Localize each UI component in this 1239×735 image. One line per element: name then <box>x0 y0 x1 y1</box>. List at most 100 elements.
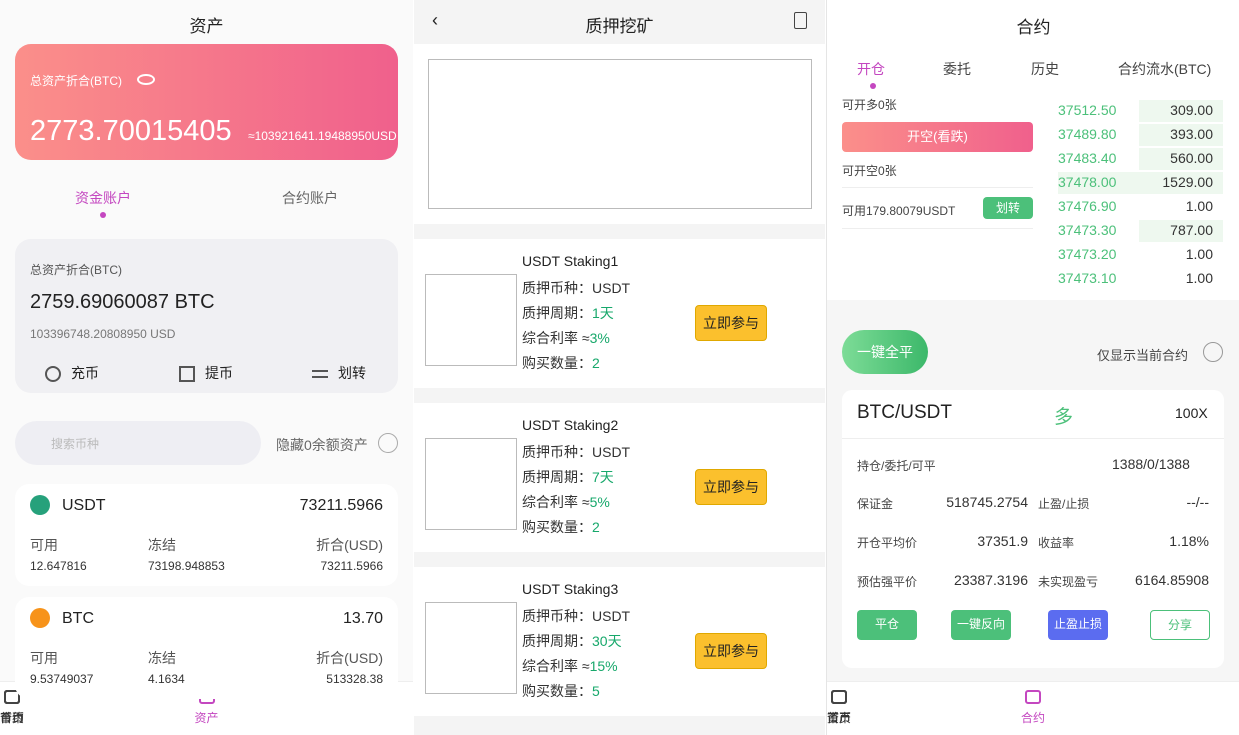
coin-icon <box>30 495 50 515</box>
coin-col-label: 折合(USD) <box>316 650 383 666</box>
depth-bar <box>1058 172 1223 194</box>
field-label: 综合利率 ≈ <box>522 330 590 346</box>
coin-name: BTC <box>62 610 94 627</box>
contract-panel: 合约 可开多0张 开空(看跌) 可开空0张 可用179.80079USDT 划转… <box>826 0 1239 735</box>
book-price: 37473.20 <box>1058 246 1117 262</box>
field-label: 购买数量： <box>522 683 592 699</box>
field-value: USDT <box>592 608 631 624</box>
coin-col-label: 冻结 <box>148 650 176 666</box>
only-current-toggle[interactable] <box>1203 342 1223 362</box>
staking-image <box>425 602 517 694</box>
title: 合约 <box>1016 18 1051 37</box>
nav-item[interactable]: 合约 <box>0 682 24 726</box>
account-usd: 103396748.20808950 USD <box>30 327 176 341</box>
join-button[interactable]: 立即参与 <box>695 469 767 505</box>
action[interactable]: 提币 <box>179 363 233 383</box>
staking-field: 质押周期：7天 <box>522 467 614 487</box>
staking-panel: ‹ 质押挖矿 USDT Staking1 质押币种：USDT 质押周期：1天 综合利率… <box>414 0 825 735</box>
position-button[interactable]: 一键反向 <box>951 610 1011 640</box>
book-price: 37478.00 <box>1058 174 1117 190</box>
position-button[interactable]: 平仓 <box>857 610 917 640</box>
eye-icon[interactable] <box>137 74 155 85</box>
close-all-button[interactable]: 一键全平 <box>842 330 928 374</box>
pos-value: 518745.2754 <box>946 494 1028 510</box>
staking-field: 综合利率 ≈15% <box>522 656 618 676</box>
book-qty: 787.00 <box>1170 222 1213 238</box>
nav-label: 合约 <box>1020 711 1045 725</box>
assets-panel: 资产 总资产折合(BTC) 2773.70015405 ≈103921641.1… <box>0 0 413 735</box>
book-qty: 560.00 <box>1170 150 1213 166</box>
staking-field: 购买数量：2 <box>522 353 600 373</box>
staking-name: USDT Staking2 <box>522 417 619 433</box>
back-button[interactable]: ‹ <box>432 10 438 30</box>
contract-tab[interactable]: 合约流水(BTC) <box>1118 61 1212 77</box>
book-price: 37473.10 <box>1058 270 1117 286</box>
pos-label: 保证金 <box>857 497 894 511</box>
record-icon[interactable] <box>794 12 807 29</box>
hide-zero-toggle[interactable] <box>378 433 398 453</box>
field-label: 购买数量： <box>522 519 592 535</box>
book-qty: 1.00 <box>1185 246 1213 262</box>
staking-field: 购买数量：2 <box>522 517 600 537</box>
pos-label: 预估强平价 <box>857 575 918 589</box>
depth-bar <box>1139 100 1223 122</box>
action-label: 划转 <box>338 365 366 381</box>
tab[interactable]: 合约账户 <box>282 190 338 206</box>
position-button[interactable]: 分享 <box>1150 610 1210 640</box>
pos-value: 37351.9 <box>977 533 1028 549</box>
action[interactable]: 充币 <box>45 363 99 383</box>
account-label: 总资产折合(BTC) <box>30 263 122 277</box>
tab[interactable]: 资金账户 <box>75 190 131 206</box>
join-button[interactable]: 立即参与 <box>695 305 767 341</box>
field-value: 3% <box>589 330 610 346</box>
can-short: 可开空0张 <box>842 164 897 178</box>
field-value: 15% <box>589 658 618 674</box>
depth-bar <box>1139 124 1223 146</box>
nav-label: 币币 <box>0 711 25 725</box>
position-button[interactable]: 止盈止损 <box>1048 610 1108 640</box>
transfer-button[interactable]: 划转 <box>983 197 1033 219</box>
book-qty: 1529.00 <box>1162 174 1213 190</box>
short-button[interactable]: 开空(看跌) <box>842 122 1033 152</box>
staking-field: 购买数量：5 <box>522 681 600 701</box>
staking-field: 质押币种：USDT <box>522 606 630 626</box>
field-value: 2 <box>592 519 600 535</box>
pos-label: 未实现盈亏 <box>1038 575 1099 589</box>
nav-label: 首页 <box>827 711 852 725</box>
search-input[interactable]: 搜索币种 <box>15 421 261 465</box>
pos-value: --/-- <box>1186 494 1209 510</box>
coin-col-label: 冻结 <box>148 537 176 553</box>
field-value: 7天 <box>592 469 614 485</box>
staking-image <box>425 274 517 366</box>
coin-col-value: 9.53749037 <box>30 672 94 686</box>
staking-card: USDT Staking2 质押币种：USDT 质押周期：7天 综合利率 ≈5% 购买数… <box>414 403 825 552</box>
book-qty: 1.00 <box>1185 270 1213 286</box>
nav-item[interactable]: 资产 <box>827 682 851 726</box>
contract-tab[interactable]: 委托 <box>943 61 971 77</box>
position-card: BTC/USDT 多 100X 持仓/委托/可平 1388/0/1388 保证金… <box>842 390 1224 668</box>
account-card: 总资产折合(BTC) 2759.69060087 BTC 103396748.2… <box>15 239 398 393</box>
coin-col-label: 可用 <box>30 537 58 553</box>
action[interactable]: 划转 <box>312 363 366 383</box>
field-label: 质押周期： <box>522 469 592 485</box>
coin-col-value: 513328.38 <box>326 672 383 686</box>
coin-col-label: 可用 <box>30 650 58 666</box>
title: 资产 <box>189 17 224 36</box>
book-price: 37476.90 <box>1058 198 1117 214</box>
staking-field: 质押币种：USDT <box>522 442 630 462</box>
contract-tab[interactable]: 开仓 <box>857 61 885 77</box>
staking-field: 质押周期：30天 <box>522 631 622 651</box>
coin-card: BTC 13.70 可用 9.53749037 冻结 4.1634 折合(USD) 51332… <box>15 597 398 699</box>
banner-area <box>414 44 825 224</box>
hold-label: 持仓/委托/可平 <box>857 459 936 473</box>
nav-label: 资产 <box>827 711 852 725</box>
card-label: 总资产折合(BTC) <box>30 74 122 88</box>
total-card: 总资产折合(BTC) 2773.70015405 ≈103921641.1948… <box>15 44 398 160</box>
leverage: 100X <box>1175 405 1208 421</box>
nav-item[interactable]: 合约 <box>827 682 1239 735</box>
contract-tab[interactable]: 历史 <box>1031 61 1059 77</box>
join-button[interactable]: 立即参与 <box>695 633 767 669</box>
field-value: 1天 <box>592 305 614 321</box>
card-value: 2773.70015405 <box>30 115 232 147</box>
